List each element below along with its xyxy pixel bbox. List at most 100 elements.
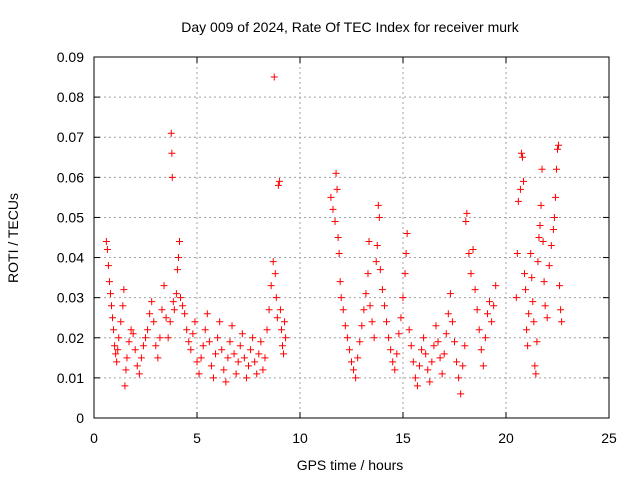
data-point — [393, 350, 401, 358]
data-point — [350, 366, 358, 374]
data-point — [383, 318, 391, 326]
data-point — [183, 326, 191, 334]
data-point — [148, 298, 156, 306]
data-point — [432, 322, 440, 330]
data-point — [337, 294, 345, 302]
data-point — [378, 286, 386, 294]
data-point — [170, 306, 178, 314]
data-point — [327, 193, 335, 201]
data-point — [389, 358, 397, 366]
data-point — [271, 270, 279, 278]
data-point — [434, 338, 442, 346]
data-point — [554, 145, 561, 153]
data-point — [158, 306, 166, 314]
data-point — [123, 354, 131, 362]
data-point — [203, 310, 211, 318]
data-point — [265, 306, 273, 314]
data-point — [121, 382, 129, 390]
data-point — [530, 318, 538, 326]
data-point — [424, 366, 432, 374]
data-point — [110, 326, 118, 334]
data-point — [403, 229, 411, 237]
data-point — [331, 217, 339, 225]
data-point — [214, 334, 222, 342]
data-point — [517, 149, 525, 157]
data-point — [374, 201, 382, 209]
data-point — [558, 318, 566, 326]
data-point — [177, 294, 185, 302]
data-point — [401, 270, 409, 278]
data-point — [399, 294, 407, 302]
data-point — [535, 234, 543, 241]
data-point — [108, 302, 116, 310]
data-point — [539, 238, 547, 246]
y-tick-label: 0.08 — [57, 89, 84, 105]
data-point — [513, 250, 521, 258]
data-point — [552, 165, 560, 173]
data-point — [541, 302, 549, 310]
data-point — [366, 302, 374, 310]
data-point — [380, 302, 388, 310]
data-point — [372, 258, 380, 266]
data-point — [115, 334, 123, 342]
data-point — [181, 310, 189, 318]
data-point — [191, 318, 199, 326]
data-point — [486, 298, 494, 306]
data-point — [523, 326, 531, 334]
y-tick-label: 0.05 — [57, 209, 84, 225]
data-point — [395, 330, 403, 338]
data-point — [195, 370, 203, 378]
data-point — [356, 338, 364, 346]
data-point — [169, 298, 177, 306]
data-point — [276, 306, 284, 314]
data-point — [259, 366, 267, 374]
data-point — [483, 310, 491, 318]
data-point — [522, 286, 530, 294]
y-tick-label: 0.03 — [57, 290, 84, 306]
data-point — [113, 358, 121, 366]
data-point — [391, 366, 399, 374]
data-point — [122, 366, 130, 374]
data-point — [185, 338, 193, 346]
data-point — [329, 205, 337, 213]
y-axis-label: ROTI / TECUs — [5, 193, 21, 283]
data-point — [538, 165, 546, 173]
data-point — [339, 306, 347, 314]
data-point — [360, 306, 368, 314]
data-point — [402, 250, 410, 258]
data-point — [467, 270, 475, 278]
data-point — [352, 374, 360, 382]
data-point — [253, 370, 261, 378]
data-point — [348, 358, 355, 366]
data-point — [490, 302, 498, 310]
data-point — [154, 354, 162, 362]
data-point — [189, 330, 197, 338]
data-point — [387, 346, 395, 354]
x-tick-label: 15 — [395, 430, 411, 446]
data-point — [144, 326, 152, 334]
x-tick-label: 25 — [601, 430, 617, 446]
data-point — [345, 346, 353, 354]
data-point — [168, 173, 176, 181]
data-point — [420, 334, 428, 342]
data-point — [216, 318, 224, 326]
data-point — [479, 362, 487, 370]
y-tick-label: 0.04 — [57, 250, 84, 266]
data-point — [131, 346, 139, 354]
data-point — [549, 225, 557, 233]
data-point — [405, 326, 413, 334]
data-point — [106, 290, 114, 298]
data-point — [512, 294, 520, 302]
data-point — [173, 266, 181, 274]
data-point — [212, 350, 220, 358]
data-point — [533, 338, 541, 346]
data-point — [257, 338, 265, 346]
data-point — [462, 217, 470, 225]
data-point — [376, 266, 384, 274]
data-point — [442, 330, 450, 338]
data-point — [282, 334, 290, 342]
data-point — [532, 370, 540, 378]
data-point — [278, 342, 286, 350]
data-point — [547, 242, 555, 250]
